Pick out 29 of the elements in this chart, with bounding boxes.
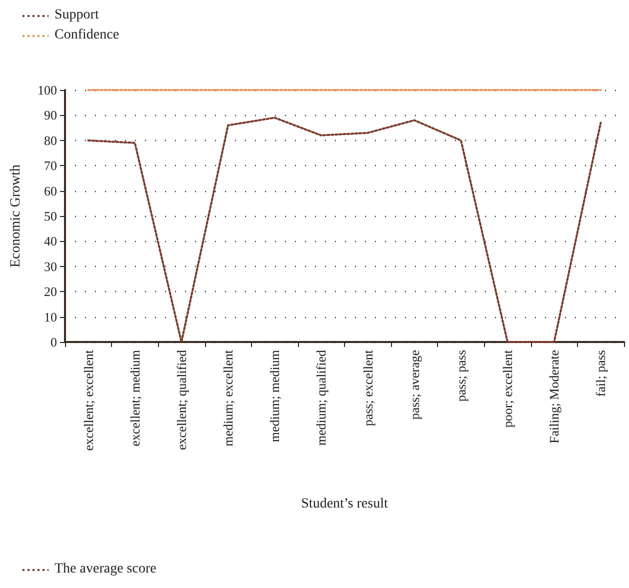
y-tick-label: 20 (44, 284, 57, 300)
x-tick-label: fail; pass (593, 350, 608, 397)
y-tick-label: 80 (44, 132, 57, 148)
x-tick-label: pass; pass (453, 350, 468, 402)
y-tick-label: 40 (44, 234, 57, 249)
y-tick-label: 0 (50, 334, 57, 350)
y-tick-label: 10 (44, 309, 57, 324)
x-tick-label: excellent; excellent (80, 350, 96, 451)
line-series (87, 116, 602, 343)
legend-label: Support (54, 8, 99, 22)
x-tick-label: Failing; Moderate (546, 350, 562, 444)
x-tick-label: excellent; medium (127, 350, 142, 446)
text: The average score (54, 562, 156, 576)
y-tick-label: 50 (44, 208, 57, 224)
y-tick-label: 30 (44, 258, 57, 274)
x-tick-label: pass; average (406, 350, 422, 420)
legend-label: Confidence (54, 28, 120, 42)
y-tick-label: 100 (38, 82, 57, 98)
y-tick-label: 70 (44, 158, 57, 174)
y-axis-title: Economic Growth (8, 164, 24, 268)
x-tick-label: medium; medium (267, 350, 282, 442)
x-axis-title: Student’s result (301, 496, 388, 512)
x-tick-label: excellent; qualified (174, 350, 189, 450)
x-tick-label: pass; excellent (360, 350, 376, 426)
x-tick-label: poor; excellent (500, 350, 516, 428)
x-tick-label: medium; qualified (314, 350, 329, 446)
x-tick-label: medium; excellent (220, 350, 236, 446)
y-tick-label: 90 (44, 108, 57, 123)
y-tick-label: 60 (44, 183, 57, 198)
